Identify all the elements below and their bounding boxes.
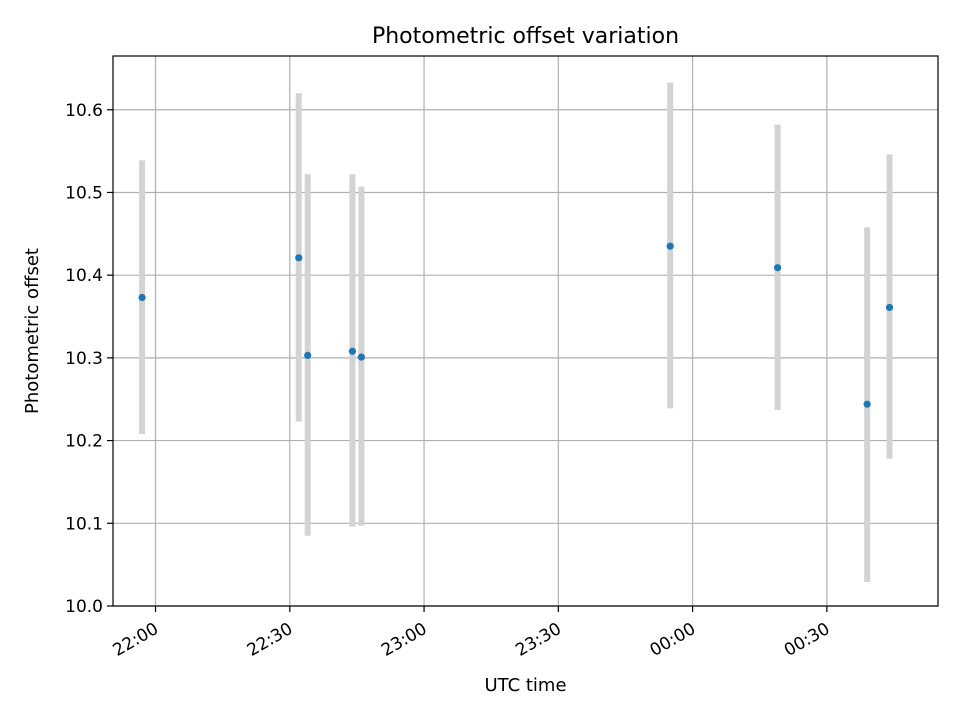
error-bars bbox=[139, 82, 893, 583]
data-point bbox=[348, 347, 357, 355]
x-axis-label: UTC time bbox=[484, 675, 566, 696]
y-tick-label: 10.0 bbox=[65, 597, 103, 617]
data-point bbox=[304, 351, 312, 359]
y-tick-label: 10.1 bbox=[65, 514, 103, 534]
data-point bbox=[357, 353, 365, 361]
x-tick-label: 22:00 bbox=[110, 619, 162, 661]
x-tick-label: 23:30 bbox=[512, 619, 564, 661]
data-point bbox=[666, 242, 674, 250]
plot-area-frame bbox=[112, 55, 939, 607]
y-tick-label: 10.4 bbox=[65, 266, 103, 286]
y-axis-label: Photometric offset bbox=[22, 248, 43, 414]
data-point bbox=[138, 293, 146, 302]
data-point bbox=[774, 264, 782, 272]
y-tick-label: 10.6 bbox=[65, 101, 103, 121]
axis-ticks: 22:00 22:30 23:00 23:30 00:00 00:30 10.0 10.1 10… bbox=[65, 101, 833, 661]
x-tick-label: 23:00 bbox=[378, 619, 430, 661]
data-point bbox=[863, 400, 871, 408]
data-points bbox=[138, 242, 894, 408]
data-point bbox=[295, 254, 303, 262]
x-tick-label: 00:30 bbox=[781, 619, 833, 661]
y-tick-label: 10.2 bbox=[65, 432, 103, 452]
x-tick-label: 00:00 bbox=[647, 619, 699, 661]
chart-title: Photometric offset variation bbox=[372, 24, 679, 49]
y-tick-label: 10.3 bbox=[65, 349, 103, 369]
x-tick-label: 22:30 bbox=[244, 619, 296, 661]
data-point bbox=[885, 303, 894, 312]
y-tick-label: 10.5 bbox=[65, 183, 103, 203]
grid bbox=[113, 56, 938, 607]
